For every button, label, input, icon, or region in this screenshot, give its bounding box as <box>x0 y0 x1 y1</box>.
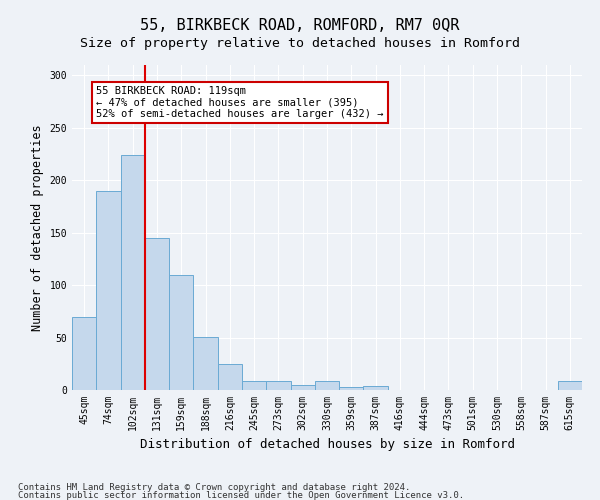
Text: 55, BIRKBECK ROAD, ROMFORD, RM7 0QR: 55, BIRKBECK ROAD, ROMFORD, RM7 0QR <box>140 18 460 32</box>
Bar <box>121 155 145 390</box>
Bar <box>558 380 582 390</box>
Bar <box>315 380 339 390</box>
Bar <box>339 387 364 390</box>
Bar <box>364 386 388 390</box>
Bar <box>96 191 121 390</box>
Bar <box>266 380 290 390</box>
Bar <box>218 364 242 390</box>
Bar <box>242 380 266 390</box>
Bar <box>193 336 218 390</box>
Bar <box>169 274 193 390</box>
Bar <box>145 238 169 390</box>
Text: Contains HM Land Registry data © Crown copyright and database right 2024.: Contains HM Land Registry data © Crown c… <box>18 484 410 492</box>
Y-axis label: Number of detached properties: Number of detached properties <box>31 124 44 331</box>
Text: Size of property relative to detached houses in Romford: Size of property relative to detached ho… <box>80 38 520 51</box>
Bar <box>72 316 96 390</box>
Bar <box>290 385 315 390</box>
X-axis label: Distribution of detached houses by size in Romford: Distribution of detached houses by size … <box>139 438 515 452</box>
Text: Contains public sector information licensed under the Open Government Licence v3: Contains public sector information licen… <box>18 490 464 500</box>
Text: 55 BIRKBECK ROAD: 119sqm
← 47% of detached houses are smaller (395)
52% of semi-: 55 BIRKBECK ROAD: 119sqm ← 47% of detach… <box>96 86 384 119</box>
